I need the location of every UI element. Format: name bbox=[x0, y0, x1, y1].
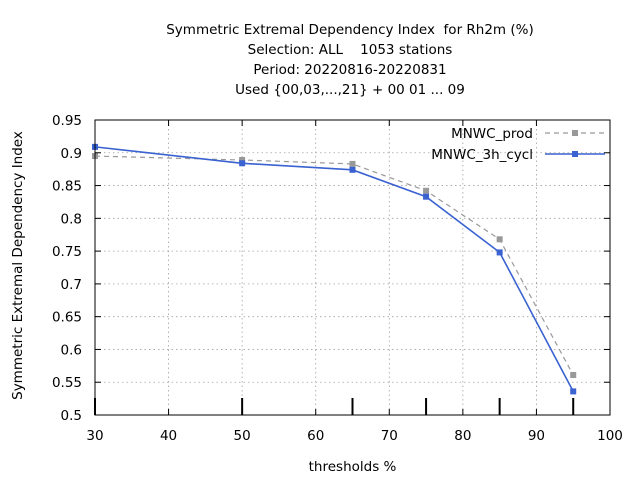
y-tick-label: 0.9 bbox=[61, 146, 82, 162]
series-line-MNWC_3h_cycl bbox=[94, 146, 574, 392]
x-tick-label: 70 bbox=[381, 428, 398, 444]
data-point-MNWC_prod bbox=[570, 372, 577, 379]
data-point-MNWC_3h_cycl bbox=[423, 193, 430, 200]
legend-marker-MNWC_prod bbox=[572, 130, 578, 136]
x-tick-label: 100 bbox=[597, 428, 623, 444]
y-tick-label: 0.95 bbox=[52, 113, 82, 129]
x-tick-label: 50 bbox=[234, 428, 251, 444]
chart-title-line-3: Period: 20220816-20220831 bbox=[253, 62, 447, 78]
y-tick-label: 0.75 bbox=[52, 244, 82, 260]
y-axis-label: Symmetric Extremal Dependency Index bbox=[10, 131, 26, 400]
data-point-MNWC_prod bbox=[349, 160, 356, 167]
threshold-markers bbox=[94, 398, 575, 415]
plot-frame bbox=[94, 119, 611, 416]
y-tick-label: 0.5 bbox=[61, 408, 82, 424]
data-point-MNWC_prod bbox=[423, 187, 430, 194]
data-point-MNWC_prod bbox=[239, 156, 246, 163]
data-point-MNWC_3h_cycl bbox=[496, 249, 503, 256]
data-point-MNWC_3h_cycl bbox=[349, 166, 356, 173]
data-point-MNWC_3h_cycl bbox=[239, 160, 246, 167]
chart-title-line-4: Used {00,03,...,21} + 00 01 ... 09 bbox=[235, 82, 465, 98]
x-tick-label: 60 bbox=[307, 428, 324, 444]
chart-title-line-1: Symmetric Extremal Dependency Index for … bbox=[166, 22, 534, 38]
y-tick-label: 0.8 bbox=[61, 211, 82, 227]
x-tick-label: 80 bbox=[454, 428, 471, 444]
x-axis-label: thresholds % bbox=[309, 459, 397, 475]
series-layer bbox=[92, 143, 577, 395]
tick-layer: 0.5 0.55 0.6 0.65 0.7 0.75 0.8 0.85 0.9 0.95 30 40 5… bbox=[52, 113, 623, 444]
y-tick-label: 0.6 bbox=[61, 342, 82, 358]
series-line-MNWC_prod bbox=[94, 155, 574, 376]
y-tick-label: 0.85 bbox=[52, 179, 82, 195]
legend-label-MNWC_3h_cycl: MNWC_3h_cycl bbox=[431, 147, 533, 163]
y-tick-label: 0.7 bbox=[61, 277, 82, 293]
y-tick-label: 0.65 bbox=[52, 310, 82, 326]
chart-title-line-2: Selection: ALL 1053 stations bbox=[247, 42, 453, 58]
legend: MNWC_prod MNWC_3h_cycl bbox=[431, 126, 605, 163]
x-tick-label: 40 bbox=[160, 428, 177, 444]
data-point-MNWC_prod bbox=[496, 236, 503, 243]
y-tick-label: 0.55 bbox=[52, 375, 82, 391]
legend-label-MNWC_prod: MNWC_prod bbox=[451, 126, 533, 142]
legend-marker-MNWC_3h_cycl bbox=[572, 151, 578, 157]
data-point-MNWC_3h_cycl bbox=[570, 388, 577, 395]
x-tick-label: 90 bbox=[528, 428, 545, 444]
x-tick-label: 30 bbox=[86, 428, 103, 444]
